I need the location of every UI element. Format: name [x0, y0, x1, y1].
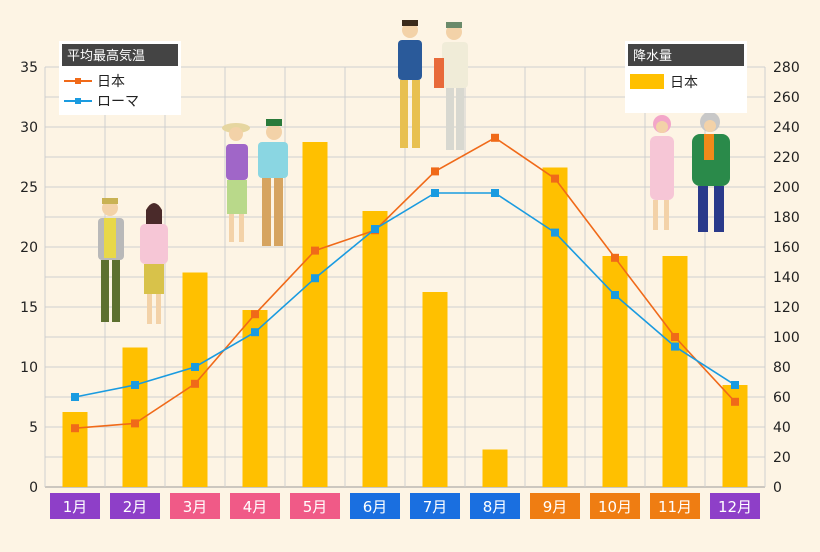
month-badge [470, 493, 520, 519]
rome-temp-point [71, 393, 79, 401]
precipitation-legend-title: 降水量 [633, 49, 672, 64]
left-tick-label: 25 [20, 180, 38, 196]
rome-temp-point [131, 381, 139, 389]
right-tick-label: 220 [773, 150, 800, 166]
precip-bar [662, 256, 688, 487]
precip-bar [482, 449, 508, 487]
month-badge [530, 493, 580, 519]
rome-temp-point [491, 189, 499, 197]
legend-precip-japan-label: 日本 [670, 75, 698, 91]
right-tick-label: 40 [773, 420, 791, 436]
rome-temp-point [251, 328, 259, 337]
japan-temp-point [71, 424, 79, 433]
right-tick-label: 80 [773, 360, 791, 376]
month-label: 9月 [543, 498, 568, 516]
precip-bar [182, 272, 208, 487]
month-label: 5月 [303, 498, 328, 516]
month-badge [290, 493, 340, 519]
precip-bar [62, 412, 88, 487]
left-tick-label: 30 [20, 120, 38, 136]
left-tick-label: 20 [20, 240, 38, 256]
left-tick-label: 5 [29, 420, 38, 436]
rome-temp-point [371, 225, 379, 233]
month-label: 10月 [598, 498, 632, 516]
autumn-winter-people-illustration [650, 112, 730, 232]
right-tick-label: 280 [773, 60, 800, 76]
precipitation-legend: 降水量 日本 [625, 41, 747, 113]
rome-temp-point [731, 381, 739, 389]
japan-temp-point [131, 419, 139, 428]
temp-lines [71, 133, 739, 433]
japan-temp-line [74, 136, 736, 429]
month-badge [170, 493, 220, 519]
japan-temp-point [731, 397, 739, 406]
right-tick-label: 120 [773, 300, 800, 316]
rome-temp-point [671, 342, 679, 351]
right-axis-ticks: 0 20 40 60 80 100 120 140 160 180 200 220 240 260 280 [773, 60, 800, 496]
rome-temp-point [551, 228, 559, 237]
precip-bar [302, 142, 328, 487]
winter-people-illustration [98, 198, 168, 324]
japan-temp-point [551, 174, 559, 183]
temperature-legend-title: 平均最高気温 [67, 48, 145, 64]
japan-temp-point [191, 379, 199, 388]
right-tick-label: 240 [773, 120, 800, 136]
precip-bar [242, 310, 268, 487]
left-tick-label: 0 [29, 480, 38, 496]
japan-temp-point [311, 246, 319, 255]
right-tick-label: 140 [773, 270, 800, 286]
precip-bar [602, 256, 628, 487]
month-badge [110, 493, 160, 519]
month-label: 2月 [123, 498, 148, 516]
japan-temp-point [671, 333, 679, 341]
month-label: 11月 [658, 498, 692, 516]
month-badge [50, 493, 100, 519]
month-badge [650, 493, 700, 519]
japan-temp-point [611, 253, 619, 262]
month-label: 7月 [423, 498, 448, 516]
japan-temp-point [491, 133, 499, 142]
legend-rome-label: ローマ [97, 94, 139, 110]
precip-bar [362, 211, 388, 487]
right-tick-label: 60 [773, 390, 791, 406]
month-label: 8月 [483, 498, 508, 516]
right-tick-label: 100 [773, 330, 800, 346]
month-badge [710, 493, 760, 519]
right-tick-label: 180 [773, 210, 800, 226]
month-label: 1月 [63, 498, 88, 516]
right-tick-label: 20 [773, 450, 791, 466]
right-tick-label: 0 [773, 480, 782, 496]
precip-bar [422, 292, 448, 487]
month-badge [590, 493, 640, 519]
japan-temp-point [251, 310, 259, 319]
month-label: 12月 [718, 498, 752, 516]
left-tick-label: 10 [20, 360, 38, 376]
month-label: 3月 [183, 498, 208, 516]
month-badge [350, 493, 400, 519]
right-tick-label: 160 [773, 240, 800, 256]
summer-people-illustration [398, 20, 468, 150]
month-label: 4月 [243, 498, 268, 516]
month-label: 6月 [363, 498, 388, 516]
legend-japan-label: 日本 [97, 74, 125, 90]
rome-temp-point [611, 291, 619, 299]
month-labels: 1月 2月 3月 4月 5月 6月 7月 8月 9月 10月 11月 12月 [50, 493, 760, 519]
rome-temp-point [311, 274, 319, 283]
left-axis-ticks: 0 5 10 15 20 25 30 35 [20, 60, 38, 496]
left-tick-label: 15 [20, 300, 38, 316]
rome-temp-line [74, 192, 736, 398]
precip-bar [542, 167, 568, 487]
left-tick-label: 35 [20, 60, 38, 76]
right-tick-label: 260 [773, 90, 800, 106]
temperature-legend: 平均最高気温 日本 ローマ [59, 41, 181, 115]
rome-temp-point [431, 189, 439, 197]
right-tick-label: 200 [773, 180, 800, 196]
rome-temp-point [191, 363, 199, 371]
month-badge [230, 493, 280, 519]
japan-temp-point [431, 167, 439, 176]
month-badge [410, 493, 460, 519]
spring-people-illustration [222, 119, 288, 246]
